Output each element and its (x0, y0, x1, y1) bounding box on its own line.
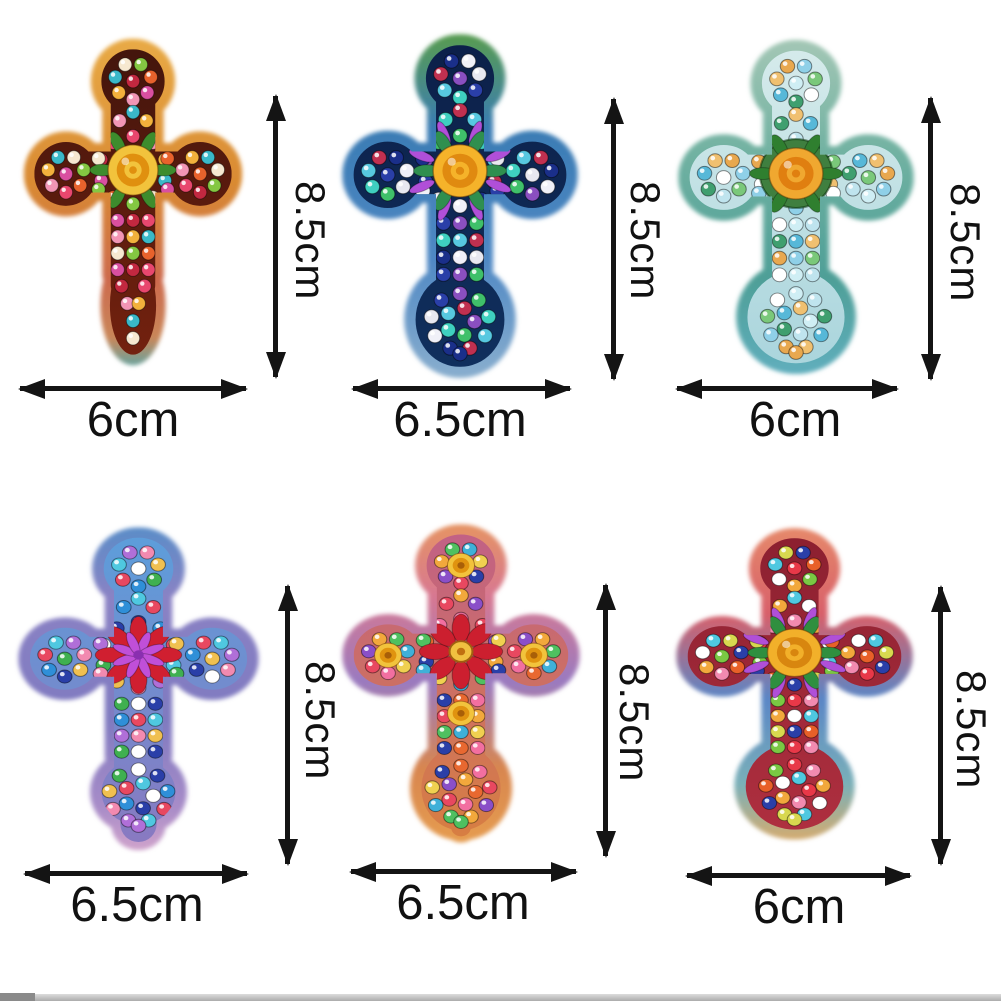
height-arrow (603, 585, 608, 856)
width-arrow (351, 869, 576, 874)
cross-illustration-rainbow (342, 524, 580, 843)
height-arrow (611, 99, 616, 379)
width-arrow (677, 386, 897, 391)
width-arrow (20, 386, 246, 391)
cross-illustration-teal (678, 39, 914, 375)
height-arrow (273, 96, 278, 377)
width-label: 6.5cm (393, 393, 527, 447)
height-arrow (928, 98, 933, 379)
bottom-edge-strip (35, 994, 1001, 1001)
height-label: 8.5cm (622, 181, 669, 301)
height-arrow (938, 587, 943, 864)
cross-illustration-red-multicolor (676, 528, 913, 840)
height-label: 8.5cm (297, 661, 344, 781)
height-label: 8.5cm (942, 183, 989, 303)
height-label: 8.5cm (948, 670, 995, 790)
cross-illustration-orange-red (23, 38, 243, 366)
width-label: 6.5cm (70, 878, 204, 932)
height-label: 8.5cm (611, 663, 658, 783)
width-arrow (25, 871, 247, 876)
width-arrow (353, 386, 570, 391)
width-label: 6cm (748, 393, 842, 447)
width-label: 6cm (86, 393, 180, 447)
height-label: 8.5cm (287, 181, 334, 301)
cross-illustration-purple-blue (18, 527, 259, 851)
width-label: 6.5cm (396, 876, 530, 930)
width-arrow (687, 873, 910, 878)
width-label: 6cm (752, 880, 846, 934)
cross-illustration-blue-green (342, 34, 578, 378)
bottom-edge-strip-dark (0, 993, 35, 1001)
height-arrow (285, 586, 290, 864)
